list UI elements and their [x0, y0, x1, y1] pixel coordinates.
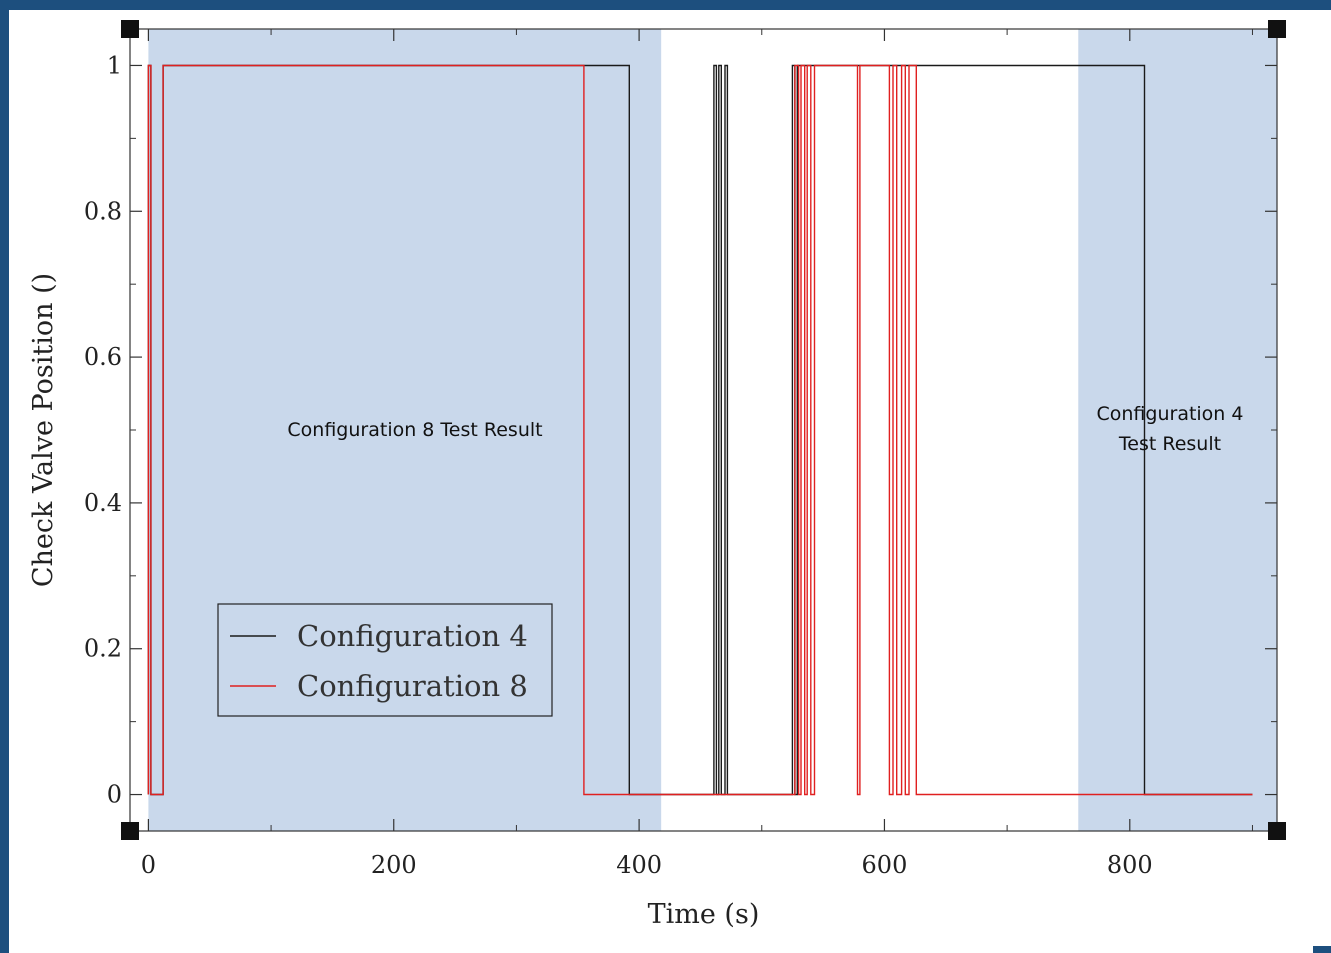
region-annotations: Configuration 8 Test Result Configuration… [287, 403, 1243, 455]
y-tick-label: 0.4 [84, 489, 122, 517]
window-frame-left [0, 0, 9, 953]
series-line-configuration-8 [147, 64, 1253, 796]
y-tick-label: 0.2 [84, 635, 122, 663]
x-axis-title: Time (s) [648, 899, 760, 930]
y-tick-label: 0.6 [84, 343, 122, 371]
x-tick-label: 800 [1107, 851, 1153, 879]
y-tick-label: 1 [107, 51, 122, 79]
x-tick-label: 200 [371, 851, 417, 879]
axis-ticks: 0 200 400 600 800 0 0.2 0.4 0.6 0.8 1 [84, 29, 1277, 879]
resize-handle[interactable] [1268, 20, 1286, 38]
region-annotation-text: Test Result [1118, 433, 1221, 455]
y-axis-title: Check Valve Position () [28, 273, 59, 587]
x-tick-label: 600 [862, 851, 908, 879]
series-lines [147, 64, 1253, 796]
selection-handles[interactable] [121, 20, 1286, 840]
shaded-region-2 [1078, 29, 1277, 831]
region-annotation-text: Configuration 8 Test Result [287, 419, 542, 441]
y-tick-label: 0 [107, 781, 122, 809]
x-tick-label: 0 [141, 851, 156, 879]
legend-box [217, 603, 553, 717]
legend-label: Configuration 4 [297, 619, 528, 653]
resize-handle[interactable] [1268, 822, 1286, 840]
resize-handle[interactable] [121, 20, 139, 38]
shaded-region-1 [148, 29, 662, 831]
region-annotation-text: Configuration 4 [1097, 403, 1244, 425]
resize-handle[interactable] [121, 822, 139, 840]
legend: Configuration 4 Configuration 8 [217, 603, 553, 717]
legend-label: Configuration 8 [297, 669, 528, 703]
window-frame-top [0, 0, 1331, 10]
shaded-regions [148, 29, 1277, 831]
y-tick-label: 0.8 [84, 197, 122, 225]
window-frame-corner [1313, 946, 1331, 953]
x-tick-label: 400 [616, 851, 662, 879]
